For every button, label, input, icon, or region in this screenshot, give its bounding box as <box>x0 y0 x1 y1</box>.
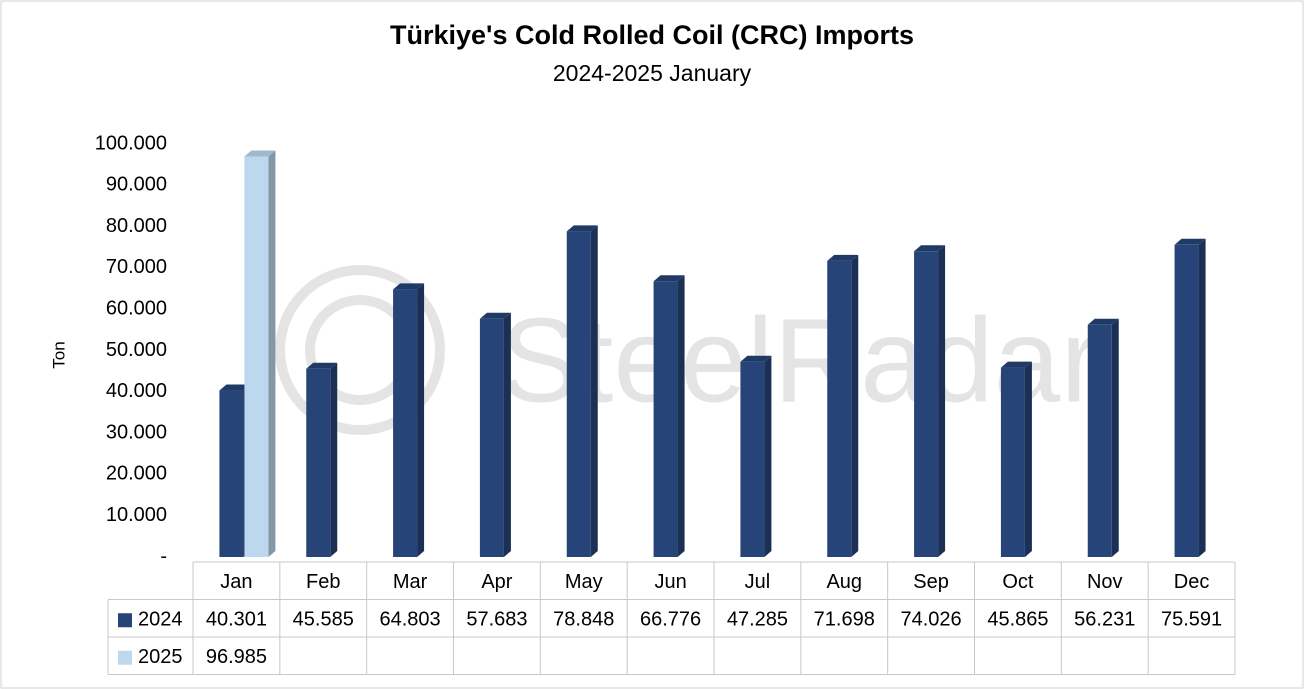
bar-side <box>677 275 685 557</box>
bar-side <box>330 362 338 557</box>
bar-top <box>306 362 338 369</box>
y-axis-label: Ton <box>49 341 68 368</box>
bar-top <box>1000 361 1032 368</box>
x-tick-label: Dec <box>1174 571 1210 593</box>
bar-top <box>1087 318 1119 325</box>
table-value: 96.985 <box>206 646 267 668</box>
table-value: 74.026 <box>900 609 961 631</box>
bar-side <box>268 150 276 557</box>
table-value: 56.231 <box>1074 609 1135 631</box>
y-tick-label: 10.000 <box>106 504 167 526</box>
table-value: 40.301 <box>206 609 267 631</box>
x-tick-label: Apr <box>481 571 512 593</box>
bar <box>1174 244 1199 557</box>
bar-side <box>503 312 511 557</box>
bar <box>1000 367 1025 557</box>
bar <box>566 231 591 557</box>
table-value: 57.683 <box>466 609 527 631</box>
bar <box>244 156 269 557</box>
table-value: 66.776 <box>640 609 701 631</box>
bar <box>219 390 244 557</box>
bar <box>740 361 765 557</box>
x-tick-label: Oct <box>1002 571 1034 593</box>
legend-marker <box>118 650 132 665</box>
x-tick-label: Nov <box>1087 571 1123 593</box>
y-tick-label: 70.000 <box>106 256 167 278</box>
table-value: 47.285 <box>727 609 788 631</box>
x-tick-label: Aug <box>826 571 862 593</box>
bar-side <box>590 225 598 557</box>
legend-marker <box>118 613 132 628</box>
bar-side <box>1111 318 1119 557</box>
x-tick-label: Feb <box>306 571 340 593</box>
bar-top <box>653 275 685 282</box>
bar <box>306 368 331 557</box>
table-value: 45.865 <box>987 609 1048 631</box>
bar-side <box>1198 238 1206 557</box>
bar-top <box>827 254 859 261</box>
bar-side <box>417 283 425 557</box>
x-tick-label: Sep <box>913 571 949 593</box>
x-tick-label: Jun <box>654 571 686 593</box>
bar-side <box>1024 361 1032 557</box>
y-tick-label: - <box>160 545 167 567</box>
chart-title: Türkiye's Cold Rolled Coil (CRC) Imports <box>390 20 914 50</box>
y-tick-label: 40.000 <box>106 380 167 402</box>
legend-label: 2025 <box>138 646 183 668</box>
bar-side <box>851 254 859 557</box>
y-tick-label: 60.000 <box>106 297 167 319</box>
table-value: 78.848 <box>553 609 614 631</box>
watermark: SteelRadar <box>500 294 1100 428</box>
bar <box>827 260 852 557</box>
y-tick-label: 90.000 <box>106 174 167 196</box>
bar-top <box>566 225 598 232</box>
table-value: 45.585 <box>293 609 354 631</box>
y-tick-label: 80.000 <box>106 215 167 237</box>
x-tick-label: Mar <box>393 571 428 593</box>
table-value: 71.698 <box>814 609 875 631</box>
chart-subtitle: 2024-2025 January <box>553 60 752 86</box>
y-tick-label: 30.000 <box>106 421 167 443</box>
x-tick-label: May <box>565 571 603 593</box>
bar-top <box>393 283 425 290</box>
bar-top <box>479 312 511 319</box>
y-tick-label: 50.000 <box>106 339 167 361</box>
table-value: 75.591 <box>1161 609 1222 631</box>
bar-top <box>219 384 251 391</box>
bar-top <box>1174 238 1206 245</box>
bar-side <box>938 245 946 557</box>
bar <box>914 251 939 557</box>
x-tick-label: Jan <box>220 571 252 593</box>
bar <box>1087 324 1112 557</box>
bar-top <box>740 355 772 362</box>
table-value: 64.803 <box>379 609 440 631</box>
bar-top <box>244 150 276 157</box>
y-tick-label: 20.000 <box>106 463 167 485</box>
bar <box>653 281 678 557</box>
bar <box>479 318 504 557</box>
y-tick-label: 100.000 <box>95 132 167 154</box>
bar-top <box>914 245 946 252</box>
bar-side <box>764 355 772 557</box>
bar <box>393 289 418 557</box>
legend-label: 2024 <box>138 609 183 631</box>
x-tick-label: Jul <box>745 571 771 593</box>
